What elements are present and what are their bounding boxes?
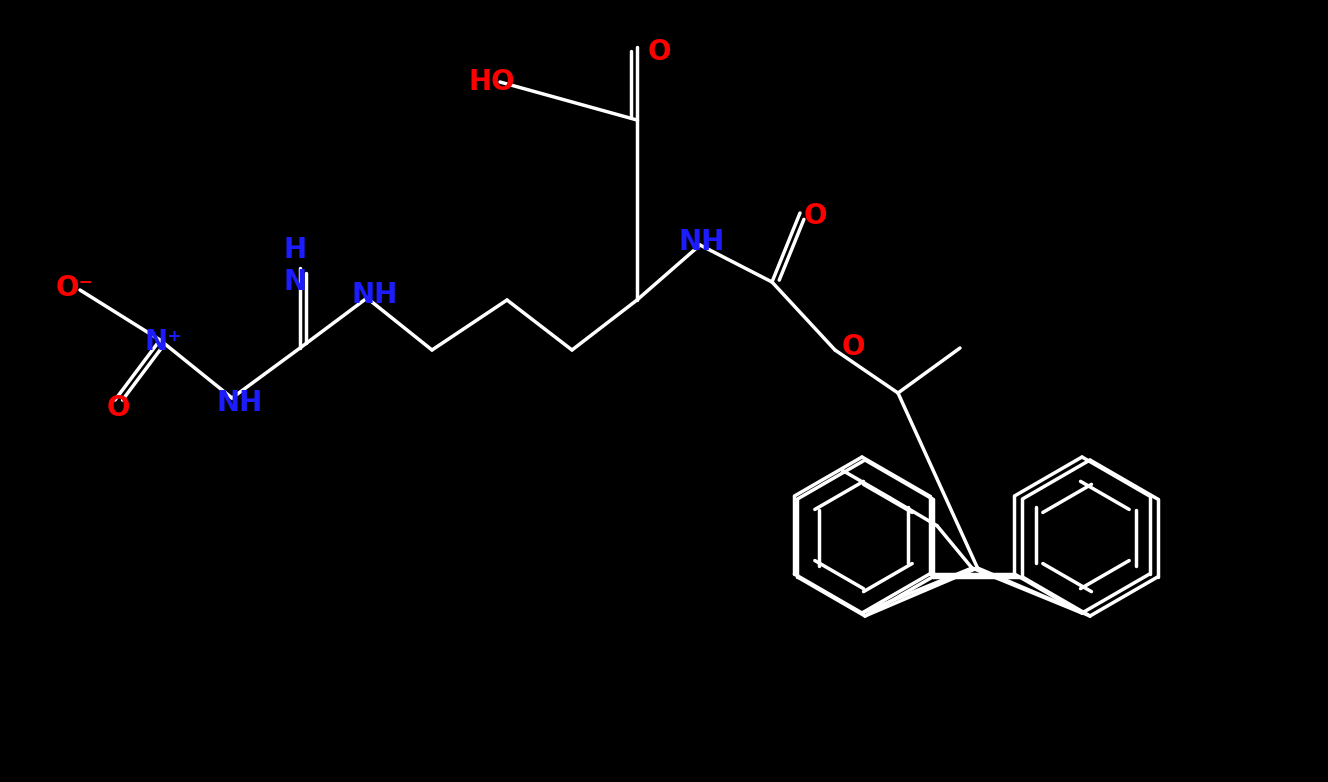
Text: O⁻: O⁻ [56,274,94,302]
Text: H
N: H N [283,236,307,296]
Text: O: O [647,38,671,66]
Text: O: O [106,394,130,422]
Text: HO: HO [469,68,515,96]
Text: NH: NH [216,389,263,417]
Text: O: O [803,202,827,230]
Text: O: O [841,333,865,361]
Text: N⁺: N⁺ [145,328,182,356]
Text: NH: NH [352,281,398,309]
Text: NH: NH [679,228,725,256]
